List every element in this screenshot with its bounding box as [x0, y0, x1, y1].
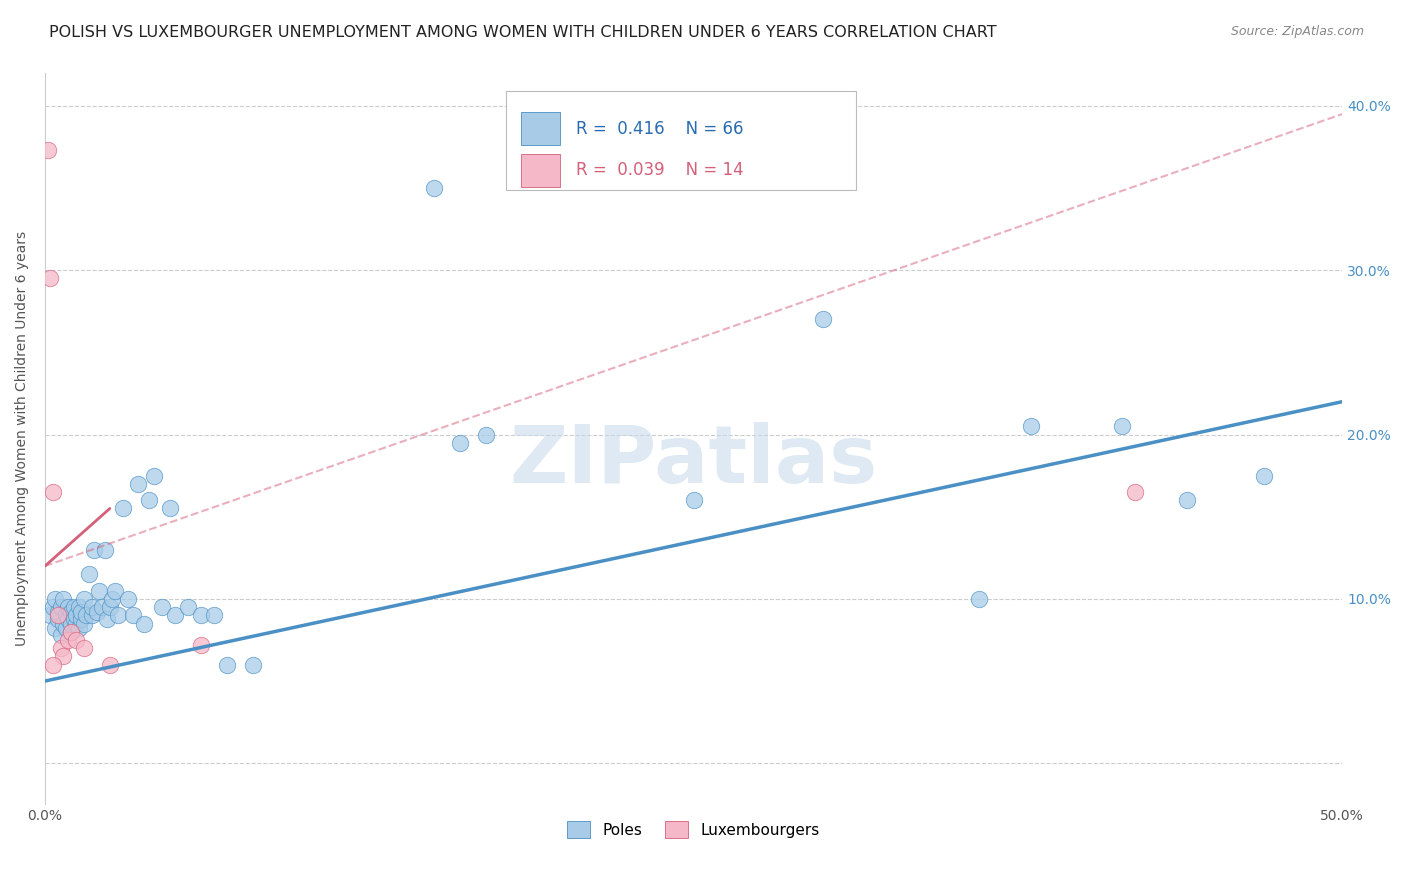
Point — [42, 485, 65, 500]
Point — [127, 476, 149, 491]
Point — [59, 624, 82, 639]
Point — [55, 608, 77, 623]
Point — [96, 612, 118, 626]
Point — [1253, 468, 1275, 483]
FancyBboxPatch shape — [522, 153, 560, 186]
Point — [73, 591, 96, 606]
Point — [1111, 419, 1133, 434]
Point — [65, 608, 87, 623]
Point — [150, 600, 173, 615]
Point — [215, 657, 238, 672]
Point — [49, 628, 72, 642]
Point — [1019, 419, 1042, 434]
Point — [138, 493, 160, 508]
FancyBboxPatch shape — [522, 112, 560, 145]
Point — [190, 608, 212, 623]
Point — [52, 649, 75, 664]
Point — [73, 616, 96, 631]
Point — [86, 605, 108, 619]
Point — [49, 641, 72, 656]
Point — [1175, 493, 1198, 508]
Point — [46, 608, 69, 623]
Point — [59, 616, 82, 631]
Point — [202, 608, 225, 623]
Y-axis label: Unemployment Among Women with Children Under 6 years: Unemployment Among Women with Children U… — [15, 231, 30, 646]
Point — [1123, 485, 1146, 500]
Legend: Poles, Luxembourgers: Poles, Luxembourgers — [561, 815, 825, 844]
Point — [76, 608, 98, 623]
Point — [107, 608, 129, 623]
Point — [70, 605, 93, 619]
Point — [73, 641, 96, 656]
Point — [70, 612, 93, 626]
Point — [682, 493, 704, 508]
Point — [104, 583, 127, 598]
Text: R =  0.416    N = 66: R = 0.416 N = 66 — [575, 120, 742, 137]
Point — [91, 600, 114, 615]
Point — [122, 608, 145, 623]
FancyBboxPatch shape — [506, 91, 856, 190]
Point — [101, 591, 124, 606]
Point — [98, 600, 121, 615]
Point — [46, 605, 69, 619]
Point — [449, 435, 471, 450]
Point — [39, 271, 62, 285]
Point — [59, 624, 82, 639]
Point — [59, 605, 82, 619]
Point — [39, 608, 62, 623]
Point — [62, 600, 84, 615]
Point — [813, 312, 835, 326]
Point — [967, 591, 990, 606]
Point — [475, 427, 498, 442]
Point — [142, 468, 165, 483]
Point — [163, 608, 186, 623]
Point — [159, 501, 181, 516]
Point — [98, 657, 121, 672]
Text: Source: ZipAtlas.com: Source: ZipAtlas.com — [1230, 25, 1364, 38]
Point — [46, 612, 69, 626]
Point — [67, 622, 90, 636]
Point — [44, 591, 66, 606]
Point — [65, 632, 87, 647]
Point — [44, 622, 66, 636]
Point — [80, 600, 103, 615]
Point — [58, 612, 80, 626]
Point — [58, 600, 80, 615]
Point — [93, 542, 115, 557]
Point — [89, 583, 111, 598]
Point — [42, 657, 65, 672]
Point — [423, 181, 446, 195]
Text: POLISH VS LUXEMBOURGER UNEMPLOYMENT AMONG WOMEN WITH CHILDREN UNDER 6 YEARS CORR: POLISH VS LUXEMBOURGER UNEMPLOYMENT AMON… — [49, 25, 997, 40]
Text: R =  0.039    N = 14: R = 0.039 N = 14 — [575, 161, 744, 179]
Point — [55, 622, 77, 636]
Point — [190, 638, 212, 652]
Point — [37, 143, 59, 157]
Point — [83, 542, 105, 557]
Point — [52, 616, 75, 631]
Point — [42, 600, 65, 615]
Point — [77, 567, 100, 582]
Point — [65, 616, 87, 631]
Point — [132, 616, 155, 631]
Point — [67, 600, 90, 615]
Point — [49, 600, 72, 615]
Point — [111, 501, 134, 516]
Point — [80, 608, 103, 623]
Point — [117, 591, 139, 606]
Text: ZIPatlas: ZIPatlas — [509, 422, 877, 500]
Point — [62, 612, 84, 626]
Point — [52, 591, 75, 606]
Point — [58, 632, 80, 647]
Point — [242, 657, 264, 672]
Point — [176, 600, 198, 615]
